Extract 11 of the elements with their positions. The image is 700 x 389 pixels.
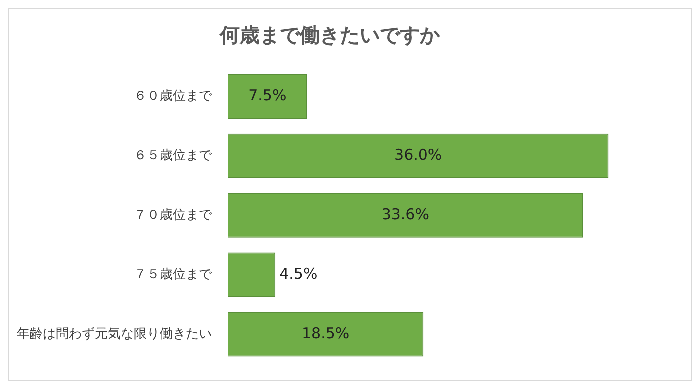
data-label: 33.6%	[382, 205, 430, 224]
y-tick-label: 年齢は問わず元気な限り働きたい	[17, 326, 212, 342]
y-tick-label: ６０歳位まで	[134, 89, 213, 104]
data-label: 7.5%	[248, 86, 287, 105]
y-tick-label: ７０歳位まで	[134, 208, 213, 223]
chart-title: 何歳まで働きたいですか	[219, 23, 441, 48]
data-label: 18.5%	[302, 324, 350, 342]
data-label: 36.0%	[394, 146, 442, 164]
y-tick-label: ６５歳位まで	[134, 148, 213, 164]
data-label: 4.5%	[280, 264, 318, 283]
y-tick-label: ７５歳位まで	[134, 267, 213, 282]
